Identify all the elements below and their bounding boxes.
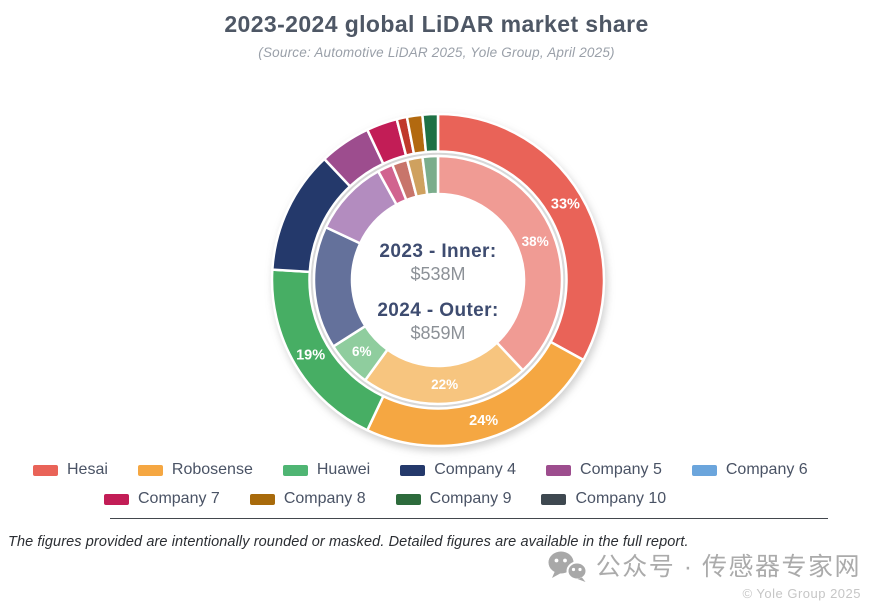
copyright-text: © Yole Group 2025 — [742, 586, 861, 601]
inner-ring-year-label: 2023 - Inner: — [379, 241, 497, 262]
ring-inner: 38% 22% 6% — [312, 154, 564, 406]
footnote-text: The figures provided are intentionally r… — [8, 534, 689, 550]
pct-label-inner-huawei: 6% — [352, 344, 372, 359]
pct-label-outer-huawei: 19% — [296, 347, 325, 363]
legend-label: Company 7 — [138, 490, 220, 507]
legend-item-huawei: Huawei — [282, 461, 371, 479]
legend-swatch — [33, 464, 58, 476]
inner-ring-total: $538M — [410, 264, 466, 284]
legend-swatch — [282, 464, 308, 476]
outer-ring-total: $859M — [410, 323, 466, 343]
wechat-icon — [548, 551, 588, 582]
legend-swatch — [400, 464, 426, 476]
legend-item-company-8: Company 8 — [249, 490, 366, 508]
donut-hole — [352, 194, 524, 366]
legend-label: Company 10 — [575, 490, 667, 507]
pct-label-outer-hesai: 33% — [551, 197, 580, 213]
segment-outer-company-9 — [421, 112, 440, 154]
legend-swatch — [137, 464, 163, 476]
legend-label: Company 6 — [725, 461, 808, 478]
legend-item-company-6: Company 6 — [691, 461, 808, 479]
outer-ring-year-label: 2024 - Outer: — [377, 300, 499, 321]
legend-label: Hesai — [67, 461, 108, 478]
ring-outer: 33% 24% 19% — [270, 112, 606, 448]
legend-item-company-5: Company 5 — [546, 461, 662, 479]
legend-swatch — [249, 493, 275, 505]
legend-swatch — [691, 464, 717, 476]
legend-label: Robosense — [171, 461, 253, 478]
legend-item-company-10: Company 10 — [541, 490, 666, 508]
legend-swatch — [104, 493, 129, 505]
page-title: 2023-2024 global LiDAR market share — [224, 11, 649, 37]
pct-label-outer-robosense: 24% — [469, 413, 498, 429]
legend-item-company-9: Company 9 — [395, 490, 512, 508]
donut-center-label: 2023 - Inner: $538M 2024 - Outer: $859M — [328, 241, 548, 344]
legend-label: Company 9 — [429, 490, 512, 507]
watermark: 公众号 · 传感器专家网 © Yole Group 2025 — [547, 550, 861, 601]
watermark-text: 公众号 · 传感器专家网 — [595, 552, 861, 581]
pct-label-inner-robosense: 22% — [431, 377, 458, 392]
legend-label: Company 4 — [434, 461, 517, 478]
legend-swatch — [546, 464, 572, 476]
legend-label: Company 8 — [283, 490, 366, 507]
pct-label-inner-hesai: 38% — [522, 234, 549, 249]
legend-row-2: Company 7 Company 8 Company 9 Company 10 — [104, 490, 666, 508]
page-subtitle: (Source: Automotive LiDAR 2025, Yole Gro… — [258, 45, 615, 60]
footer-divider — [110, 518, 828, 519]
legend-item-robosense: Robosense — [137, 461, 253, 479]
legend-label: Company 5 — [580, 461, 662, 478]
legend-swatch — [541, 493, 567, 505]
legend-row-1: Hesai Robosense Huawei Company 4 Company 5 Co… — [33, 461, 808, 479]
legend-item-company-7: Company 7 — [104, 490, 220, 508]
legend-label: Huawei — [316, 461, 371, 478]
legend-item-hesai: Hesai — [33, 461, 108, 479]
legend-item-company-4: Company 4 — [400, 461, 516, 479]
legend-swatch — [395, 493, 421, 505]
